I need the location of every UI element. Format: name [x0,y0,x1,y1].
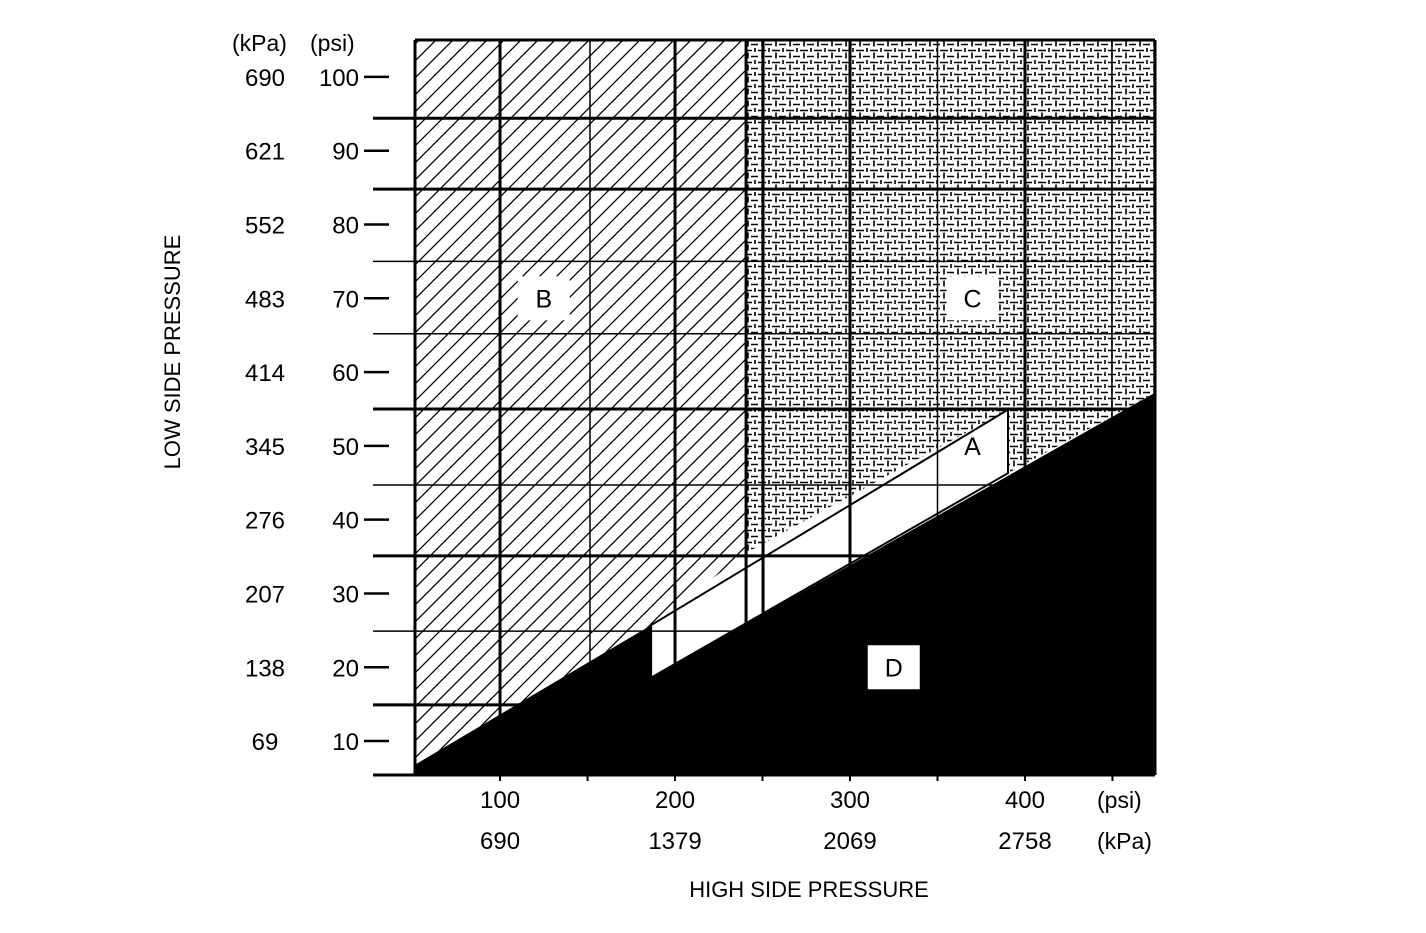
x-tick-label-kpa: 690 [480,828,520,855]
x-unit-kpa: (kPa) [1097,828,1152,854]
y-tick-label-psi: 70 [332,286,359,313]
y-tick-label-kpa: 345 [245,434,285,461]
x-tick-label-psi: 300 [830,787,870,814]
x-axis-title: HIGH SIDE PRESSURE [689,877,929,902]
y-unit-kpa: (kPa) [232,30,287,56]
x-tick-label-psi: 400 [1005,787,1045,814]
y-tick-label-kpa: 552 [245,212,285,239]
x-tick-label-kpa: 2069 [823,828,876,855]
x-unit-psi: (psi) [1097,787,1142,813]
region-label-b: B [535,285,552,313]
axes-layer [364,38,1157,781]
region-label-box [517,276,570,321]
x-tick-label-kpa: 2758 [998,828,1051,855]
y-tick-label-kpa: 69 [252,729,279,756]
region-label-box [946,276,999,321]
y-tick-label-kpa: 414 [245,360,285,387]
y-tick-label-psi: 10 [332,729,359,756]
region-label-a: A [964,433,981,461]
region-label-c: C [963,285,981,313]
x-tick-label-psi: 100 [480,787,520,814]
labels-layer: (kPa) (psi) (psi) (kPa) HIGH SIDE PRESSU… [160,30,1152,902]
region-d-layer [415,392,1155,775]
y-tick-label-psi: 40 [332,508,359,535]
region-label-box [867,645,920,690]
y-tick-label-kpa: 138 [245,655,285,682]
region-label-d: D [885,654,903,682]
y-unit-psi: (psi) [310,30,355,56]
x-tick-label-kpa: 1379 [648,828,701,855]
region-d [415,392,1155,775]
x-tick-label-psi: 200 [655,787,695,814]
region-b [415,40,747,765]
y-tick-label-kpa: 483 [245,286,285,313]
y-tick-label-kpa: 690 [245,65,285,92]
y-tick-label-psi: 60 [332,360,359,387]
y-tick-label-kpa: 276 [245,508,285,535]
y-tick-label-psi: 100 [319,65,359,92]
y-tick-label-kpa: 207 [245,581,285,608]
y-tick-label-psi: 90 [332,139,359,166]
y-tick-label-kpa: 621 [245,139,285,166]
y-tick-label-psi: 30 [332,581,359,608]
y-tick-label-psi: 20 [332,655,359,682]
y-tick-label-psi: 80 [332,212,359,239]
y-tick-label-psi: 50 [332,434,359,461]
y-axis-title: LOW SIDE PRESSURE [160,235,185,470]
